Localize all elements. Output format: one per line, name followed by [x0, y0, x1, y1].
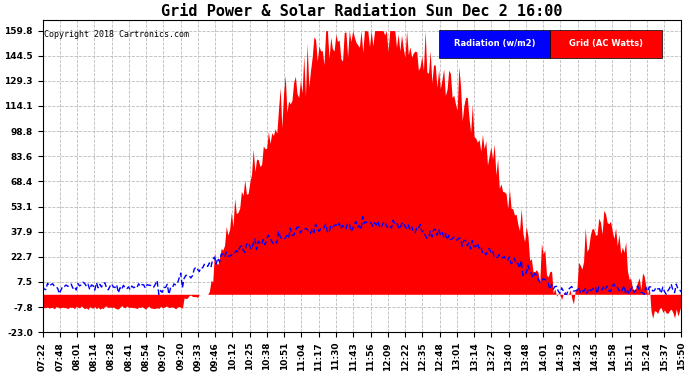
- Text: Radiation (w/m2): Radiation (w/m2): [454, 39, 535, 48]
- FancyBboxPatch shape: [551, 30, 662, 58]
- Text: Copyright 2018 Cartronics.com: Copyright 2018 Cartronics.com: [43, 30, 189, 39]
- Title: Grid Power & Solar Radiation Sun Dec 2 16:00: Grid Power & Solar Radiation Sun Dec 2 1…: [161, 4, 562, 19]
- Text: Grid (AC Watts): Grid (AC Watts): [569, 39, 643, 48]
- FancyBboxPatch shape: [439, 30, 551, 58]
